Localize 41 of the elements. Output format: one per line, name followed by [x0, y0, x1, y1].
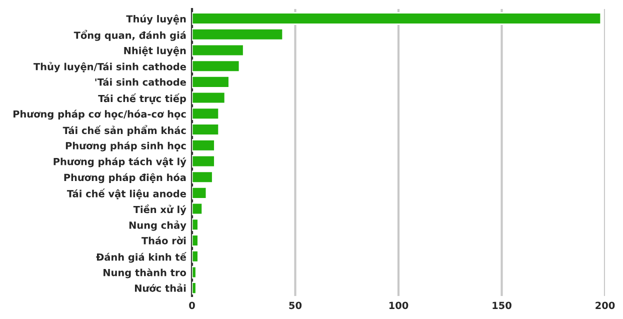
x-tick-label: 50	[289, 302, 302, 310]
x-tick-label: 150	[492, 302, 512, 310]
y-tick-label: Phương pháp điện hóa	[64, 173, 186, 184]
y-tick-label: Tái chế vật liệu anode	[66, 188, 186, 200]
bar	[192, 234, 199, 247]
y-tick-label: Nước thải	[134, 284, 186, 292]
y-tick-label: Thủy luyện/Tái sinh cathode	[34, 62, 186, 72]
y-tick-label: Phương pháp sinh học	[66, 141, 186, 152]
y-tick-label: Phương pháp tách vật lý	[54, 157, 186, 168]
bar	[192, 170, 214, 184]
y-tick-label: Tổng quan, đánh giá	[74, 30, 186, 41]
y-tick-label: 'Tái sinh cathode	[95, 78, 186, 86]
bar	[192, 250, 199, 263]
y-tick-label: Thúy luyện	[126, 14, 186, 24]
y-tick-label: Nung chảy	[129, 220, 186, 231]
bar	[192, 282, 197, 294]
y-tick-label: Tái chế sản phẩm khác	[62, 125, 186, 136]
bar	[192, 12, 602, 25]
bar	[192, 186, 208, 200]
y-tick-label: Tái chế trực tiếp	[98, 94, 186, 104]
y-tick-label: Đánh giá kinh tế	[96, 252, 187, 263]
bar	[192, 218, 199, 232]
bar	[192, 44, 244, 57]
bar	[192, 123, 220, 136]
bar	[192, 28, 284, 41]
bar	[192, 107, 220, 120]
bar	[192, 91, 226, 104]
bar	[192, 266, 197, 279]
y-tick-label: Nhiệt luyện	[124, 46, 186, 56]
y-tick-label: Phương pháp cơ học/hóa-cơ học	[14, 110, 186, 120]
y-tick-label: Nung thành tro	[104, 268, 186, 278]
bar	[192, 154, 216, 168]
y-tick-label: Tháo rời	[142, 236, 186, 244]
bar	[192, 60, 240, 72]
x-tick-label: 200	[596, 302, 615, 310]
y-tick-label: Tiền xử lý	[133, 204, 186, 216]
x-tick-label: 0	[189, 302, 195, 310]
bar	[192, 202, 204, 216]
bar	[192, 76, 230, 88]
bar	[192, 138, 216, 152]
x-tick-label: 100	[389, 302, 408, 310]
